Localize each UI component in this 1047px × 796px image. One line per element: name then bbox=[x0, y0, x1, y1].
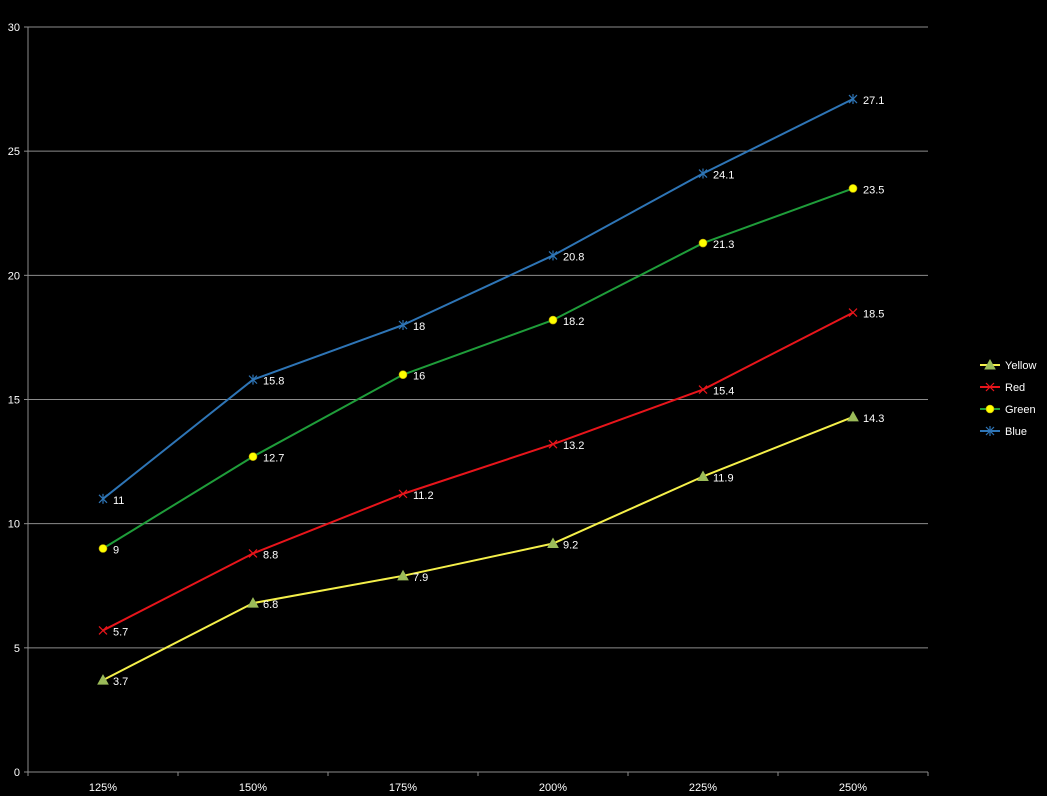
y-tick-label: 5 bbox=[14, 643, 20, 655]
data-label-yellow: 11.9 bbox=[713, 472, 734, 484]
data-point-red bbox=[398, 489, 408, 499]
y-tick-label: 10 bbox=[8, 519, 20, 531]
legend-label-red: Red bbox=[1005, 382, 1025, 394]
data-label-blue: 27.1 bbox=[863, 95, 884, 107]
data-point-red bbox=[548, 439, 558, 449]
x-tick-label: 250% bbox=[839, 782, 867, 794]
data-label-red: 13.2 bbox=[563, 440, 584, 452]
y-tick-label: 20 bbox=[8, 270, 20, 282]
legend-item-yellow: Yellow bbox=[980, 358, 1036, 372]
series-line-red bbox=[102, 311, 854, 632]
data-point-blue bbox=[98, 493, 108, 504]
series-line-green bbox=[102, 187, 854, 550]
data-point-green bbox=[248, 452, 258, 461]
data-label-green: 16 bbox=[413, 371, 425, 383]
y-tick-label: 30 bbox=[8, 22, 20, 34]
legend-item-red: Red bbox=[980, 382, 1025, 394]
data-point-blue bbox=[398, 320, 408, 330]
gridlines bbox=[28, 26, 928, 649]
data-point-blue bbox=[248, 374, 258, 385]
data-point-green bbox=[698, 238, 708, 248]
data-label-red: 15.4 bbox=[713, 386, 734, 398]
legend: Yellow Red Green Blue bbox=[980, 358, 1036, 438]
data-point-red bbox=[698, 385, 708, 394]
legend-marker-red bbox=[985, 382, 995, 392]
data-point-blue bbox=[698, 168, 708, 179]
data-label-green: 21.3 bbox=[713, 239, 734, 251]
data-label-red: 18.5 bbox=[863, 309, 884, 321]
data-point-yellow bbox=[247, 597, 259, 608]
data-point-green bbox=[848, 184, 858, 193]
legend-item-blue: Blue bbox=[980, 426, 1027, 438]
data-point-yellow bbox=[397, 569, 409, 581]
series-line-blue bbox=[102, 98, 854, 500]
data-label-red: 8.8 bbox=[263, 549, 278, 561]
data-point-red bbox=[848, 308, 858, 318]
data-label-green: 18.2 bbox=[563, 316, 584, 328]
series-line-yellow bbox=[102, 415, 854, 682]
data-point-red bbox=[248, 549, 258, 558]
data-point-yellow bbox=[97, 674, 109, 685]
data-label-blue: 11 bbox=[113, 495, 124, 507]
data-point-green bbox=[98, 544, 108, 553]
data-label-green: 12.7 bbox=[263, 453, 284, 465]
data-point-blue bbox=[548, 250, 558, 261]
data-label-yellow: 9.2 bbox=[563, 540, 578, 552]
y-tick-label: 0 bbox=[14, 767, 20, 779]
data-point-red bbox=[98, 626, 108, 635]
legend-label-yellow: Yellow bbox=[1005, 360, 1036, 372]
data-label-blue: 15.8 bbox=[263, 376, 284, 388]
axes: 0 5 10 15 20 25 30 125% 150% 175% 200% 225% 250% bbox=[8, 22, 929, 794]
data-label-yellow: 3.7 bbox=[113, 676, 128, 688]
legend-item-green: Green bbox=[980, 404, 1036, 416]
data-point-yellow bbox=[547, 537, 559, 549]
data-label-green: 9 bbox=[113, 545, 119, 557]
x-tick-label: 175% bbox=[389, 782, 417, 794]
y-tick-label: 25 bbox=[8, 146, 20, 158]
data-labels: 3.7 6.8 7.9 9.2 11.9 14.3 5.7 8.8 11.2 13.2 15.4 18… bbox=[113, 95, 884, 688]
data-label-blue: 20.8 bbox=[563, 251, 584, 263]
legend-marker-green bbox=[985, 404, 995, 414]
legend-marker-blue bbox=[985, 426, 995, 436]
data-point-blue bbox=[848, 94, 858, 105]
legend-label-green: Green bbox=[1005, 404, 1036, 416]
x-tick-label: 225% bbox=[689, 782, 717, 794]
data-label-red: 11.2 bbox=[413, 490, 434, 502]
x-tick-label: 125% bbox=[89, 782, 117, 794]
data-label-blue: 24.1 bbox=[713, 170, 734, 182]
series-lines bbox=[97, 94, 859, 685]
data-label-yellow: 14.3 bbox=[863, 413, 884, 425]
x-tick-label: 200% bbox=[539, 782, 567, 794]
data-label-yellow: 7.9 bbox=[413, 572, 428, 584]
y-tick-label: 15 bbox=[8, 395, 20, 407]
data-label-yellow: 6.8 bbox=[263, 599, 278, 611]
legend-label-blue: Blue bbox=[1005, 426, 1027, 438]
legend-marker-yellow bbox=[984, 358, 996, 370]
x-tick-label: 150% bbox=[239, 782, 267, 794]
data-point-green bbox=[398, 370, 408, 379]
data-point-yellow bbox=[847, 410, 859, 422]
data-point-yellow bbox=[697, 470, 709, 481]
data-label-blue: 18 bbox=[413, 321, 425, 333]
data-label-red: 5.7 bbox=[113, 626, 128, 638]
data-label-green: 23.5 bbox=[863, 184, 884, 196]
data-point-green bbox=[548, 315, 558, 325]
